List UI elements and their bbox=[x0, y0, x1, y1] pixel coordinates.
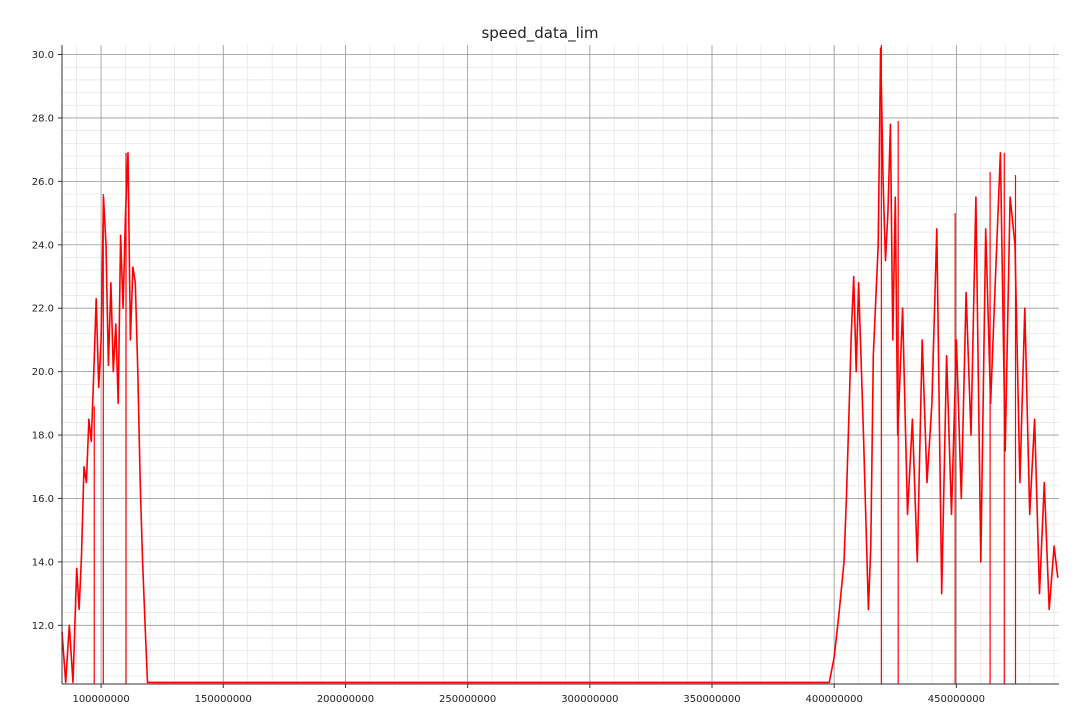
x-tick-label: 100000000 bbox=[72, 694, 129, 705]
y-tick-label: 30.0 bbox=[32, 50, 54, 61]
y-tick-label: 28.0 bbox=[32, 113, 54, 124]
x-tick-label: 200000000 bbox=[317, 694, 374, 705]
y-tick-label: 14.0 bbox=[32, 557, 54, 568]
x-tick-label: 350000000 bbox=[683, 694, 740, 705]
y-tick-label: 22.0 bbox=[32, 304, 54, 315]
x-tick-label: 450000000 bbox=[928, 694, 985, 705]
y-tick-label: 26.0 bbox=[32, 177, 54, 188]
y-tick-label: 20.0 bbox=[32, 367, 54, 378]
chart-title: speed_data_lim bbox=[481, 24, 598, 43]
x-axis-ticks: 100000000 150000000 200000000 250000000 3000… bbox=[72, 684, 985, 705]
y-tick-label: 12.0 bbox=[32, 621, 54, 632]
major-grid bbox=[62, 45, 1059, 684]
x-tick-label: 250000000 bbox=[439, 694, 496, 705]
x-tick-label: 400000000 bbox=[806, 694, 863, 705]
minor-grid bbox=[62, 45, 1059, 684]
y-tick-label: 16.0 bbox=[32, 494, 54, 505]
y-tick-label: 24.0 bbox=[32, 240, 54, 251]
x-tick-label: 300000000 bbox=[561, 694, 618, 705]
series-line bbox=[61, 47, 1059, 684]
axes bbox=[61, 45, 1059, 685]
y-tick-label: 18.0 bbox=[32, 431, 54, 442]
series-layer bbox=[61, 45, 1059, 684]
x-tick-label: 150000000 bbox=[195, 694, 252, 705]
y-axis-ticks: 12.0 14.0 16.0 18.0 20.0 22.0 24.0 26.0 28.0 30.0 bbox=[32, 50, 62, 632]
